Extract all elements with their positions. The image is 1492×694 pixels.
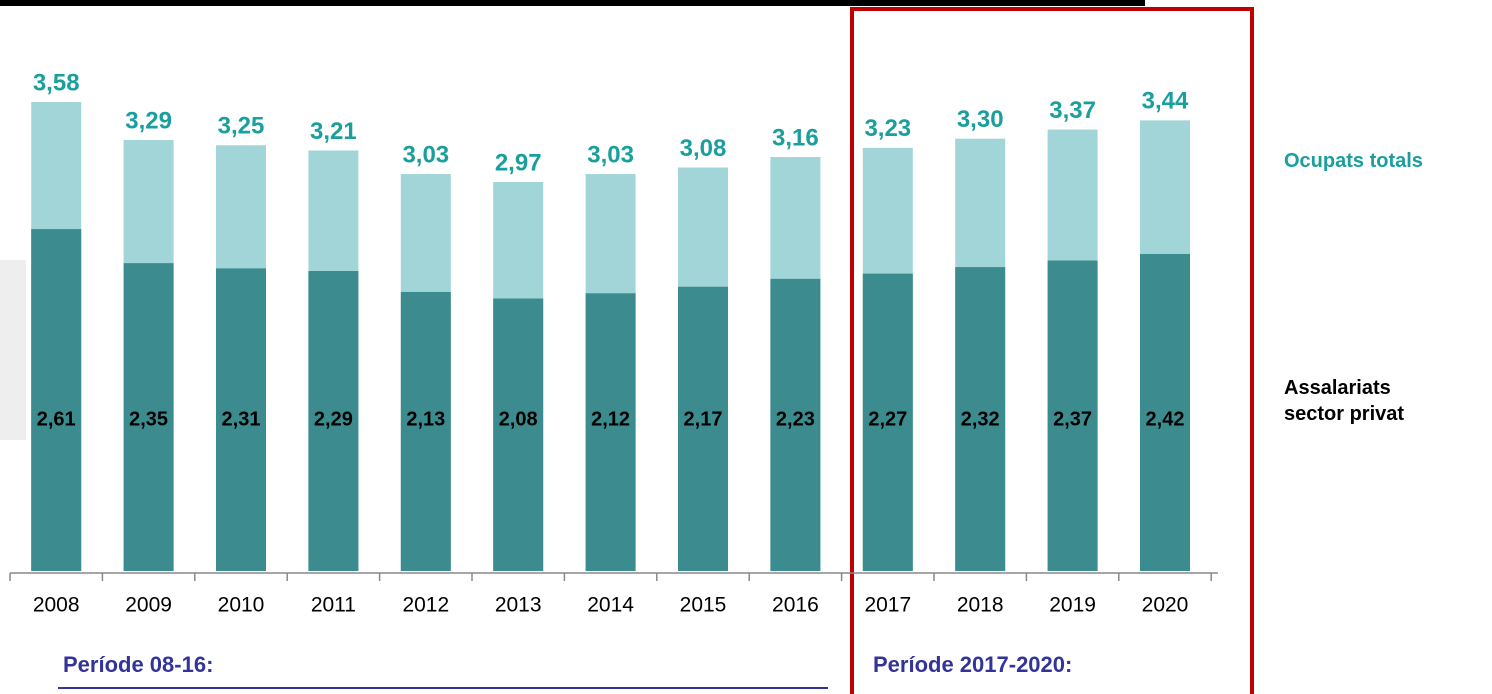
bar [862, 273, 913, 571]
data-label: 3,30 [957, 106, 1004, 133]
data-label: 3,21 [310, 118, 357, 145]
data-label: 3,03 [402, 141, 449, 168]
data-label: 2,31 [222, 408, 261, 430]
annotation: Període 2017-2020: [873, 652, 1073, 677]
legend-entry: Ocupats totals [1284, 150, 1423, 172]
x-tick-label: 2010 [218, 594, 265, 617]
bar [308, 271, 359, 571]
data-label: 3,03 [587, 141, 634, 168]
x-tick-label: 2017 [864, 594, 911, 617]
data-label: 2,08 [499, 408, 538, 430]
highlight-box [850, 7, 1254, 694]
x-tick-label: 2015 [680, 594, 727, 617]
x-tick-label: 2013 [495, 594, 542, 617]
data-label: 3,25 [218, 113, 265, 140]
bar [678, 286, 728, 571]
bar [1140, 253, 1190, 572]
data-label: 3,44 [1142, 88, 1189, 115]
data-label: 3,23 [864, 115, 911, 142]
data-label: 3,58 [33, 69, 80, 96]
data-label: 3,29 [125, 107, 172, 134]
data-label: 3,08 [680, 135, 727, 162]
bar [493, 298, 544, 571]
x-tick-label: 2012 [402, 594, 449, 617]
data-label: 2,97 [495, 149, 542, 176]
bar [770, 278, 821, 571]
bar [585, 293, 636, 571]
bar [123, 263, 174, 571]
x-tick-label: 2019 [1049, 594, 1096, 617]
data-label: 2,17 [684, 408, 723, 430]
x-tick-label: 2011 [311, 594, 356, 617]
top-rule [0, 0, 1145, 6]
x-tick-label: 2009 [125, 594, 172, 617]
bar [1047, 260, 1098, 571]
bar [31, 229, 82, 571]
data-label: 2,23 [776, 408, 815, 430]
x-tick-label: 2014 [587, 594, 634, 617]
data-label: 2,29 [314, 408, 353, 430]
data-label: 2,35 [129, 408, 168, 430]
icon [0, 260, 26, 440]
data-label: 3,37 [1049, 97, 1096, 124]
data-label: 2,61 [37, 408, 76, 430]
bar [216, 268, 266, 571]
data-label: 2,27 [868, 408, 907, 430]
data-label: 2,32 [961, 408, 1000, 430]
legend-entry: Assalariats sector privat [1284, 377, 1405, 425]
x-tick-label: 2008 [33, 594, 80, 617]
data-label: 2,42 [1146, 408, 1185, 430]
x-tick-label: 2016 [772, 594, 819, 617]
data-label: 2,12 [591, 408, 630, 430]
data-label: 3,16 [772, 124, 819, 151]
annotation: Període 08-16: [63, 652, 214, 677]
bar [955, 267, 1006, 571]
x-tick-label: 2018 [957, 594, 1004, 617]
bar [400, 291, 451, 571]
data-label: 2,37 [1053, 408, 1092, 430]
x-tick-label: 2020 [1142, 594, 1189, 617]
data-label: 2,13 [406, 408, 445, 430]
